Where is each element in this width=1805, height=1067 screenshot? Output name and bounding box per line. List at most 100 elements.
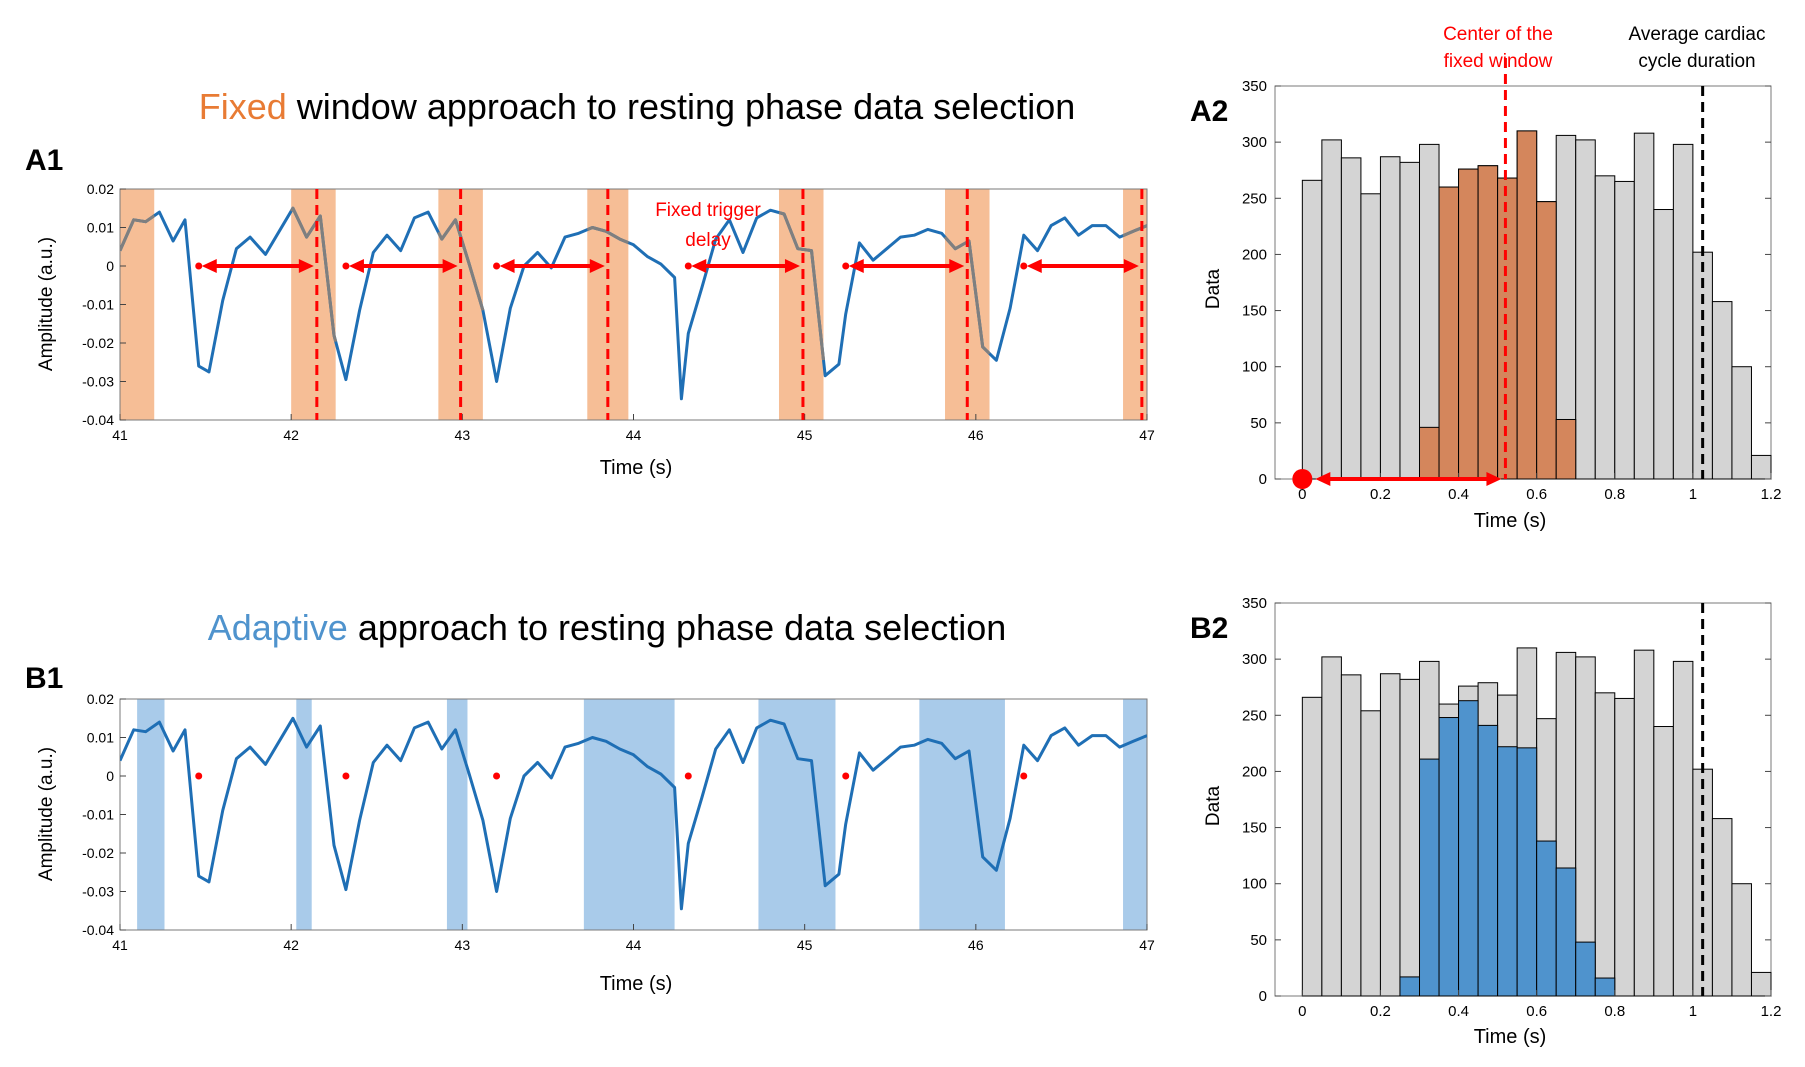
a1-xtick-label: 43	[455, 427, 471, 443]
a1-trigger-point	[195, 262, 203, 270]
a2-avg-label-line2: cycle duration	[1638, 51, 1755, 72]
a1-xtick-label: 45	[797, 427, 813, 443]
b1-window-6	[1123, 699, 1147, 930]
b2-ylabel: Data	[1203, 786, 1224, 827]
a2-bar-selected	[1536, 201, 1557, 480]
a2-ytick-label: 150	[1242, 303, 1267, 320]
a1-xtick-label: 46	[968, 427, 984, 443]
b1-trigger-point	[842, 772, 850, 780]
b1-ylabel: Amplitude (a.u.)	[36, 747, 57, 881]
b1-ytick-label: 0	[106, 768, 114, 784]
b2-ytick-label: 0	[1259, 988, 1267, 1005]
a2-arrowhead-left	[1315, 472, 1331, 486]
a1-window-signal-1	[289, 206, 338, 342]
a1-trigger-point	[493, 262, 501, 270]
b1-plot: 41 42 43 44 45 46 47 -0.04 -0.03 -0.02 -0.01 0 0.01 0…	[36, 691, 1155, 995]
b1-ytick-label: 0.01	[87, 730, 114, 746]
b2-xtick-label: 0.6	[1526, 1003, 1547, 1020]
a1-xtick-label: 47	[1139, 427, 1155, 443]
a2-bar-total	[1653, 209, 1674, 480]
b2-ytick-label: 250	[1242, 707, 1267, 724]
a1-ylabel: Amplitude (a.u.)	[36, 237, 57, 371]
a1-window-signal-5	[943, 236, 991, 355]
b2-bar-selected	[1594, 977, 1616, 997]
a2-bar-selected	[1458, 168, 1479, 480]
a2-xtick-label: 0.2	[1370, 486, 1391, 503]
a2-ytick-label: 250	[1242, 190, 1267, 207]
a1-trigger-point	[1020, 262, 1028, 270]
b2-bar-selected	[1555, 867, 1577, 997]
a2-bar-total	[1399, 161, 1421, 480]
a1-window-6	[1123, 189, 1147, 420]
b1-trigger-point	[493, 772, 501, 780]
b2-bar-total	[1614, 697, 1635, 997]
b2-plot: 0 0.2 0.4 0.6 0.8 1 1.2 0 50 100 150 200 250 300 350 D…	[1203, 595, 1781, 1048]
b1-window-1	[296, 699, 312, 930]
a2-bar-total	[1750, 454, 1772, 480]
b2-ytick-label: 350	[1242, 595, 1267, 612]
b2-xtick-label: 0.2	[1370, 1003, 1391, 1020]
b2-xtick-label: 1	[1689, 1003, 1697, 1020]
b1-title: Adaptive approach to resting phase data …	[208, 607, 1007, 648]
b1-window-4	[758, 699, 836, 930]
b2-bar-total	[1321, 656, 1342, 997]
a2-trigger-point	[1292, 469, 1313, 489]
a2-bar-total	[1594, 175, 1616, 480]
a1-xtick-label: 44	[626, 427, 642, 443]
b2-bar-total	[1653, 726, 1674, 997]
a2-xtick-label: 0.4	[1448, 486, 1469, 503]
a2-avg-label-line1: Average cardiac	[1629, 24, 1766, 45]
b2-ytick-label: 150	[1242, 820, 1267, 837]
a1-annotation-line1: Fixed trigger	[655, 200, 761, 221]
a1-arrowhead-left-4	[848, 259, 864, 273]
a1-title-accent: Fixed	[199, 86, 287, 127]
b2-xtick-label: 0.4	[1448, 1003, 1469, 1020]
a1-arrowhead-right-5	[1123, 259, 1139, 273]
a1-trigger-point	[684, 262, 692, 270]
a1-xlabel: Time (s)	[600, 457, 673, 479]
a1-arrowhead-left-5	[1026, 259, 1042, 273]
b2-bar-selected	[1458, 700, 1479, 997]
b1-xtick-label: 45	[797, 937, 813, 953]
a2-xtick-label: 0.6	[1526, 486, 1547, 503]
a1-title-rest: window approach to resting phase data se…	[287, 86, 1076, 127]
panel-label-b2: B2	[1190, 612, 1228, 645]
b2-ytick-label: 300	[1242, 651, 1267, 668]
b2-bar-total	[1360, 710, 1381, 997]
a2-ytick-label: 100	[1242, 359, 1267, 376]
b2-xtick-label: 0	[1298, 1003, 1306, 1020]
b1-xtick-label: 42	[283, 937, 299, 953]
b2-bar-selected	[1497, 746, 1518, 997]
a1-plot: 41 42 43 44 45 46 47 -0.04 -0.03 -0.02 -0.01 0 0.01 0…	[36, 181, 1155, 479]
a2-bar-selected	[1477, 165, 1499, 480]
a1-xtick-label: 42	[283, 427, 299, 443]
a1-xtick-label: 41	[112, 427, 128, 443]
a2-ytick-label: 50	[1250, 415, 1267, 432]
b2-ytick-label: 50	[1250, 932, 1267, 949]
a2-ytick-label: 200	[1242, 246, 1267, 263]
b1-xtick-label: 46	[968, 937, 984, 953]
panel-label-a1: A1	[25, 144, 63, 177]
panel-label-b1: B1	[25, 662, 63, 695]
a2-xlabel: Time (s)	[1474, 510, 1547, 532]
b1-ytick-label: -0.03	[82, 884, 114, 900]
a1-trigger-point	[342, 262, 350, 270]
b1-xtick-label: 44	[626, 937, 642, 953]
a2-bar-selected	[1438, 186, 1460, 480]
b1-xtick-label: 47	[1139, 937, 1155, 953]
a1-arrowhead-right-1	[442, 259, 458, 273]
a1-ytick-label: -0.04	[82, 412, 114, 428]
a2-ytick-label: 0	[1259, 471, 1267, 488]
b2-bar-total	[1633, 649, 1655, 997]
b2-bar-total	[1731, 883, 1752, 997]
b2-bar-total	[1399, 678, 1421, 997]
b1-xtick-label: 43	[455, 937, 471, 953]
b1-xlabel: Time (s)	[600, 973, 673, 995]
a1-ytick-label: -0.03	[82, 374, 114, 390]
b1-window-5	[919, 699, 1005, 930]
a1-title: Fixed window approach to resting phase d…	[199, 86, 1076, 127]
a1-ytick-label: 0.02	[87, 181, 114, 197]
b1-xtick-label: 41	[112, 937, 128, 953]
a1-arrowhead-left-0	[201, 259, 217, 273]
